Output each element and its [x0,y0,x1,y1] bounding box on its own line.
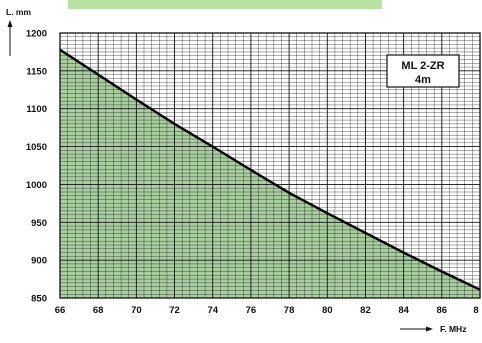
x-tick-label: 70 [131,305,142,316]
y-tick-label: 900 [31,256,47,267]
x-tick-label: 86 [437,305,448,316]
y-tick-label: 1050 [26,142,47,153]
y-tick-label: 1000 [26,180,47,191]
x-tick-label: 74 [207,305,218,316]
x-tick-label: 78 [284,305,295,316]
y-axis-arrow-icon [8,20,13,56]
model-label-line2: 4m [415,74,431,86]
y-tick-label: 1150 [26,66,47,77]
y-tick-label: 1100 [26,104,47,115]
y-tick-label: 850 [31,294,47,305]
model-label-box: ML 2-ZR 4m [387,55,459,87]
y-tick-label: 950 [31,218,47,229]
y-tick-label: 1200 [26,29,47,40]
x-tick-label: 68 [93,305,104,316]
y-tick-labels: 1200 1150 1100 1050 1000 950 900 850 [26,29,47,305]
x-tick-label: 82 [360,305,371,316]
x-tick-label: 66 [55,305,66,316]
model-label-line1: ML 2-ZR [401,60,444,72]
x-axis-label: F. MHz [440,324,466,334]
x-tick-label: 80 [322,305,333,316]
y-axis-label: L. mm [6,7,31,17]
x-tick-labels: 66 68 70 72 74 76 78 80 82 84 86 8 [55,305,479,316]
header-band [68,0,382,9]
x-tick-label: 8 [473,305,478,316]
x-tick-label: 76 [246,305,257,316]
x-tick-label: 84 [398,305,409,316]
x-axis-arrow-icon [400,327,433,332]
x-tick-label: 72 [169,305,180,316]
